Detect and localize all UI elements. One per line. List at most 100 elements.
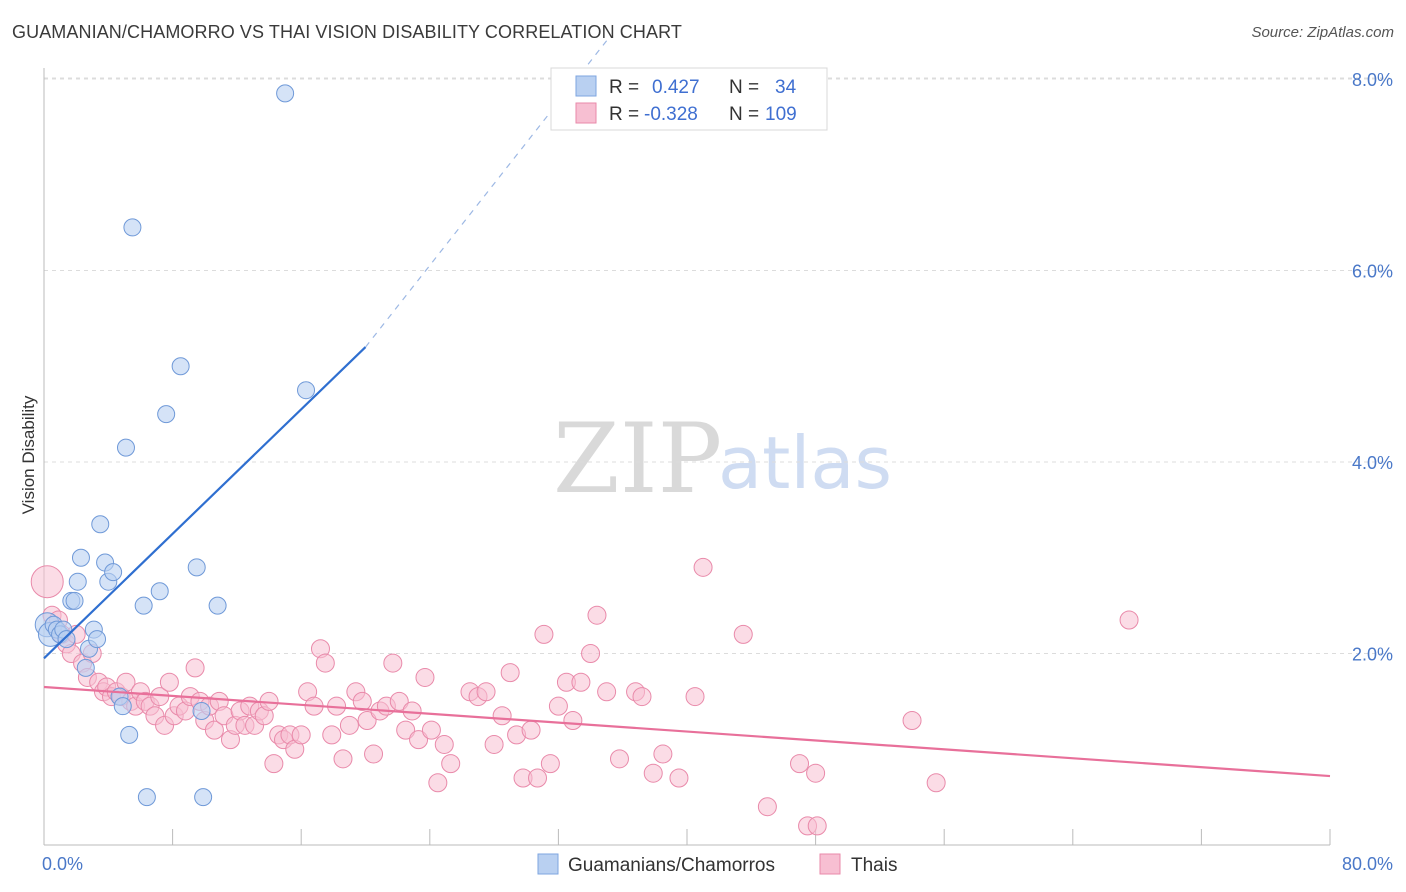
legend-n-value-1: 34	[775, 77, 797, 98]
thais-point	[364, 744, 384, 764]
guamanians-point	[137, 788, 156, 807]
thais-point	[428, 773, 448, 793]
thais-point	[357, 711, 377, 731]
bottom-legend-label-1: Guamanians/Chamorros	[568, 855, 775, 876]
guamanians-point	[91, 515, 110, 534]
legend-n-value-2: 109	[765, 104, 797, 125]
thais-point	[693, 557, 713, 577]
thais-point	[521, 720, 541, 740]
thais-point	[807, 816, 827, 836]
thais-point	[534, 624, 554, 644]
legend-r-value-2: -0.328	[644, 104, 698, 125]
chart-title: GUAMANIAN/CHAMORRO VS THAI VISION DISABI…	[12, 22, 682, 42]
thais-point	[1119, 610, 1139, 630]
thais-point	[685, 687, 705, 707]
thais-point	[315, 653, 335, 673]
bottom-legend-swatch-pink	[819, 853, 841, 875]
guamanians-point	[71, 548, 90, 567]
thais-point	[476, 682, 496, 702]
guamanians-point	[171, 357, 190, 376]
guamanians-point	[88, 630, 107, 649]
thais-point	[383, 653, 403, 673]
thais-point	[571, 672, 591, 692]
legend-r-label-1: R =	[609, 77, 639, 98]
legend-n-label-1: N =	[729, 77, 759, 98]
legend-r-value-1: 0.427	[652, 77, 700, 98]
legend-swatch-pink	[575, 102, 597, 124]
thais-point	[563, 711, 583, 731]
guamanians-point	[76, 658, 95, 677]
y-tick-label-1: 4.0%	[1352, 453, 1393, 473]
guamanians-point	[157, 405, 176, 424]
guamanians-point	[194, 788, 213, 807]
bottom-legend-label-2: Thais	[851, 855, 897, 876]
guamanians-point	[187, 558, 206, 577]
thais-point	[500, 663, 520, 683]
thais-point	[587, 605, 607, 625]
guamanians-point	[116, 438, 135, 457]
guamanians-point	[57, 630, 76, 649]
thais-point	[322, 725, 342, 745]
y-axis-label: Vision Disability	[19, 395, 38, 514]
thais-point	[733, 624, 753, 644]
guamanians-point	[65, 591, 84, 610]
tick-labels: 2.0% 4.0% 6.0% 8.0% 0.0% 80.0%	[42, 70, 1393, 874]
thais-point	[609, 749, 629, 769]
x-tick-label-0: 0.0%	[42, 854, 83, 874]
thais-point	[528, 768, 548, 788]
thais-points	[30, 557, 1139, 836]
thais-point	[333, 749, 353, 769]
thais-point	[434, 734, 454, 754]
y-tick-label-3: 8.0%	[1352, 70, 1393, 90]
thais-point	[421, 720, 441, 740]
thais-point	[204, 720, 224, 740]
thais-point	[806, 763, 826, 783]
source-credit: Source: ZipAtlas.com	[1251, 24, 1394, 41]
guamanians-point	[123, 218, 142, 237]
thais-point	[548, 696, 568, 716]
thais-point	[790, 754, 810, 774]
legend-n-label-2: N =	[729, 104, 759, 125]
axes	[43, 68, 1331, 846]
guamanians-point	[276, 84, 295, 103]
bottom-legend-swatch-blue	[537, 853, 559, 875]
thais-point	[581, 644, 601, 663]
thais-point	[757, 797, 777, 817]
guamanians-point	[113, 697, 132, 716]
thais-point	[291, 725, 311, 745]
y-tick-label-2: 6.0%	[1352, 262, 1393, 282]
thais-point	[492, 706, 512, 726]
correlation-legend: R = 0.427 N = 34 R = -0.328 N = 109	[550, 67, 828, 131]
thais-point	[653, 744, 673, 764]
guamanians-point	[120, 725, 139, 744]
x-tick-label-1: 80.0%	[1342, 854, 1393, 874]
watermark-zip: ZIP	[553, 403, 722, 515]
thais-point	[402, 701, 422, 721]
thais-point	[409, 730, 429, 750]
guamanians-points	[34, 84, 316, 807]
thais-point	[185, 658, 205, 678]
thais-point	[30, 565, 64, 599]
guamanians-point	[68, 572, 87, 591]
legend-swatch-blue	[575, 75, 597, 97]
guamanians-point	[192, 701, 211, 720]
thais-point	[643, 763, 663, 783]
thais-point	[264, 754, 284, 774]
thais-point	[597, 682, 617, 702]
thais-point	[415, 667, 435, 687]
guamanians-point	[208, 596, 227, 615]
thais-point	[902, 711, 922, 731]
guamanians-point	[134, 596, 153, 615]
guamanians-trend-line	[43, 346, 367, 660]
thais-point	[389, 691, 409, 711]
grid-lines	[44, 77, 1390, 654]
thais-point	[632, 687, 652, 707]
guamanians-point	[104, 563, 123, 582]
thais-point	[926, 773, 946, 793]
thais-point	[669, 768, 689, 788]
thais-point	[540, 754, 560, 774]
thais-point	[441, 754, 461, 774]
guamanians-point	[297, 381, 316, 400]
y-tick-label-0: 2.0%	[1352, 645, 1393, 665]
